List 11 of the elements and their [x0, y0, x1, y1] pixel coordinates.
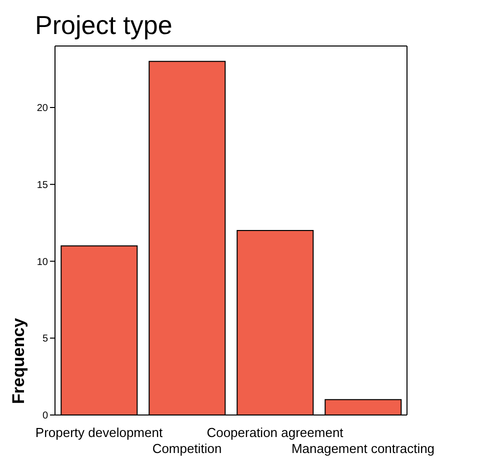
- y-tick-label: 20: [36, 103, 48, 114]
- y-axis-title: Frequency: [9, 318, 29, 404]
- x-tick-label: Management contracting: [291, 441, 435, 456]
- x-tick-label: Cooperation agreement: [206, 425, 344, 440]
- y-tick-label: 15: [36, 180, 48, 191]
- y-tick-label: 5: [42, 334, 48, 345]
- x-tick-label: Property development: [35, 425, 163, 440]
- x-tick-label: Competition: [152, 441, 222, 456]
- y-tick-label: 10: [36, 256, 48, 268]
- y-tick-label: 0: [42, 410, 48, 422]
- chart-title: Project type: [35, 10, 172, 41]
